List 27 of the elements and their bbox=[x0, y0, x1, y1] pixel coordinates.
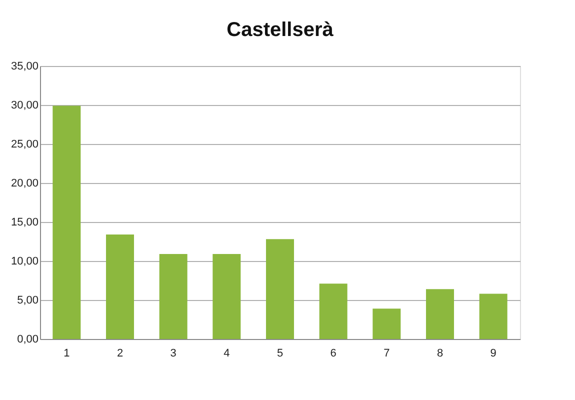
bar bbox=[212, 254, 241, 339]
bar bbox=[372, 308, 401, 339]
bar bbox=[52, 106, 81, 339]
x-tick-label: 6 bbox=[330, 348, 336, 360]
bar bbox=[319, 284, 348, 339]
x-tick-label: 4 bbox=[224, 348, 230, 360]
x-tick-label: 8 bbox=[436, 348, 444, 360]
x-tick-label: 7 bbox=[384, 348, 390, 360]
bar bbox=[266, 239, 294, 339]
y-tick-label: 0,00 bbox=[17, 334, 38, 346]
chart-title: Castellserà bbox=[226, 19, 334, 41]
x-tick-label: 2 bbox=[116, 348, 124, 360]
bar bbox=[426, 289, 454, 339]
y-tick-label: 10,00 bbox=[10, 256, 38, 268]
bar bbox=[106, 234, 134, 339]
x-tick-label: 1 bbox=[64, 348, 70, 360]
bar bbox=[159, 254, 188, 339]
x-tick-label: 3 bbox=[170, 348, 176, 360]
y-tick-label: 35,00 bbox=[10, 60, 38, 72]
y-tick-label: 25,00 bbox=[10, 138, 38, 150]
y-tick-label: 20,00 bbox=[10, 178, 38, 190]
y-tick-label: 5,00 bbox=[17, 294, 38, 306]
x-tick-label: 9 bbox=[490, 348, 496, 360]
y-tick-label: 30,00 bbox=[10, 100, 38, 112]
bar bbox=[479, 294, 508, 339]
x-tick-label: 5 bbox=[276, 348, 284, 360]
y-tick-label: 15,00 bbox=[10, 216, 38, 228]
